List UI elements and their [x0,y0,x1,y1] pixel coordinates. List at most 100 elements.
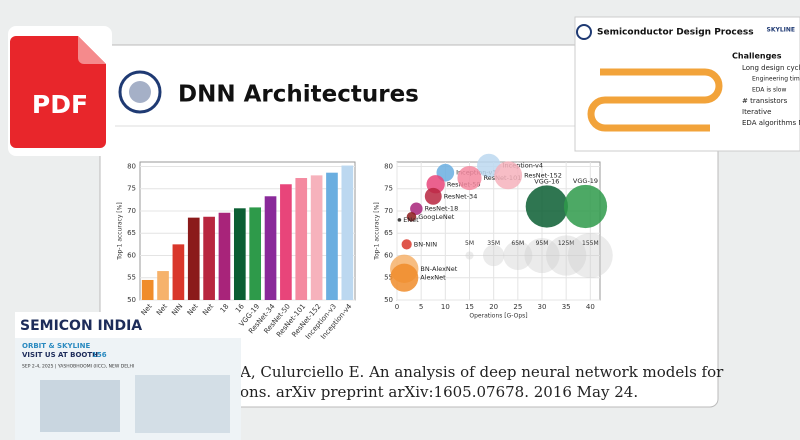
slide-title: DNN Architectures [178,82,419,108]
y-tick-label: 80 [384,162,393,170]
booth-render [135,375,230,433]
citation: ons. arXiv preprint arXiv:1605.07678. 20… [240,383,638,401]
point-label: VGG-19 [573,177,598,185]
bubble [397,218,402,222]
y-tick-label: 80 [127,162,136,170]
bar [157,271,169,300]
y-tick-label: 65 [384,229,393,237]
legend-bubble [567,233,613,278]
y-tick-label: 75 [384,185,393,193]
challenge-item: Iterative [742,108,771,116]
point-label: GoogLeNet [418,213,454,221]
legend-label: 35M [487,240,500,247]
citation: A, Culurciello E. An analysis of deep ne… [239,363,724,381]
bar [280,184,292,300]
inset-title: Semiconductor Design Process [597,28,754,38]
y-tick-label: 50 [384,296,393,304]
point-label: ResNet-152 [524,171,562,179]
x-tick-label: 20 [489,303,498,311]
bubble [410,202,423,215]
bubble [457,165,482,191]
point-label: BN-NIN [414,240,437,248]
bubble [563,184,608,229]
bar [326,172,338,300]
point-label: ResNet-18 [425,205,459,213]
bubble [525,185,568,228]
challenge-item: Long design cycle [742,64,800,72]
point-label: VGG-16 [534,177,559,185]
banner-line: ORBIT & SKYLINE [22,342,90,350]
bar [295,178,308,300]
x-tick-label: 35 [562,303,571,311]
bar [264,196,277,300]
bar [249,207,262,300]
y-tick-label: 75 [127,185,136,193]
legend-bubble [465,251,474,260]
legend-bubble [503,240,533,270]
legend-bubble [546,235,587,276]
x-tick-label: 25 [513,303,522,311]
bubble [477,153,501,178]
bar [341,165,354,300]
bar [172,244,185,300]
legend-bubble [483,244,505,267]
x-tick-label: 18 [219,302,231,314]
bar [218,212,231,300]
x-tick-label: 10 [441,303,450,311]
banner-top [15,312,241,338]
bubble [401,239,412,250]
bar [141,279,154,300]
x-tick-label: 40 [586,303,595,311]
bubble [494,161,523,190]
legend-label: 5M [465,240,474,247]
logo [118,70,162,114]
challenge-item: EDA algorithms NP complete [742,119,800,127]
y-axis-label: Top-1 accuracy [%] [374,202,381,260]
legend-label: 125M [558,240,575,247]
banner-dates: SEP 2-4, 2025 | YASHOBHOOMI (IICC), NEW … [22,364,134,370]
banner-line: VISIT US AT BOOTH [22,351,98,359]
y-tick-label: 60 [127,251,136,259]
legend-label: 155M [582,240,599,247]
bubble [406,211,417,222]
banner-booth: 156 [92,351,107,359]
bubble [424,187,442,205]
slide [99,44,719,408]
x-tick-label: 0 [395,303,399,311]
inset-brand: SKYLINE [767,27,796,34]
legend-bubble [524,237,560,274]
y-tick-label: 50 [127,296,136,304]
logo-core [129,81,151,103]
legend-label: 95M [536,240,549,247]
x-axis-label: Operations [G-Ops] [469,313,527,320]
bar [233,208,246,300]
point-label: ENet [403,216,419,224]
point-label: BN-AlexNet [420,265,457,273]
y-tick-label: 55 [127,274,136,282]
point-label: ResNet-34 [444,192,478,200]
bar [203,216,215,300]
challenge-item: # transistors [742,97,788,105]
challenge-item: EDA is slow [752,87,786,94]
bar [187,217,200,300]
booth-render [40,380,120,432]
y-axis-label: Top-1 accuracy [%] [117,202,124,260]
bubble [390,263,419,292]
pdf-icon [10,36,106,148]
y-tick-label: 70 [127,207,136,215]
x-tick-label: 5 [419,303,423,311]
y-tick-label: 55 [384,274,393,282]
inset-challenges-title: Challenges [732,52,782,61]
x-tick-label: 15 [465,303,474,311]
y-tick-label: 60 [384,251,393,259]
banner-brand: SEMICON INDIA [20,318,142,334]
challenge-item: Engineering time [752,76,800,83]
legend-label: 65M [511,240,524,247]
point-label: Inception-v4 [503,162,543,170]
y-tick-label: 65 [127,229,136,237]
pdf-fold [78,36,106,64]
y-tick-label: 70 [384,207,393,215]
pdf-label: PDF [32,90,88,119]
